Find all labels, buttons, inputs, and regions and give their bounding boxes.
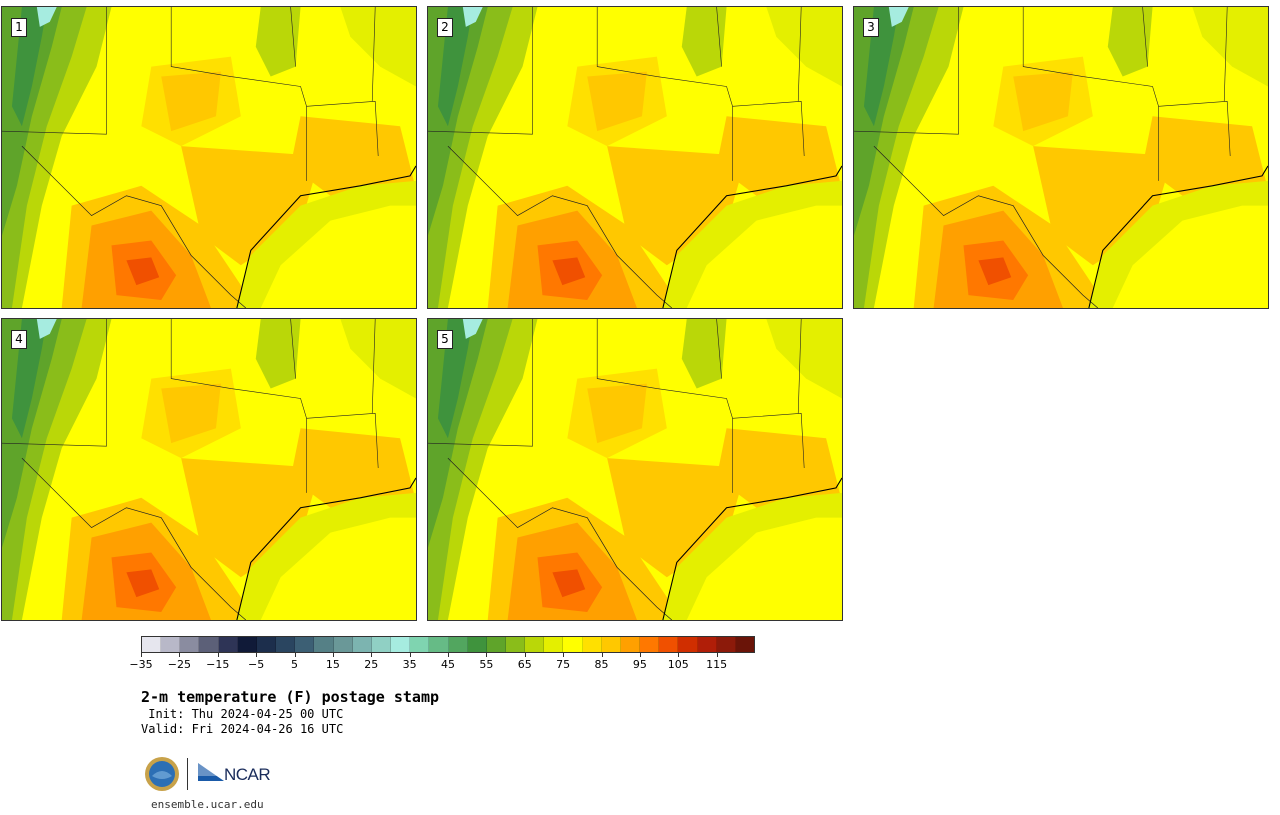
colorbar-tick [179, 653, 181, 657]
colorbar-segment [716, 637, 736, 652]
colorbar-tick-label: −35 [129, 658, 153, 671]
colorbar-tick [486, 653, 488, 657]
member-5-map: 5 [427, 318, 843, 621]
member-3-map: 3 [853, 6, 1269, 309]
colorbar-segment [237, 637, 257, 652]
colorbar-segment [505, 637, 526, 652]
colorbar-segment [563, 637, 583, 652]
colorbar-segment [276, 637, 296, 652]
temperature-colorbar [141, 636, 755, 653]
temperature-field [428, 7, 842, 308]
colorbar-tick [639, 653, 641, 657]
colorbar-tick [141, 653, 142, 657]
colorbar-tick-label: 115 [706, 658, 728, 671]
colorbar-segment [601, 637, 621, 652]
colorbar-tick [409, 653, 411, 657]
colorbar-tick [294, 653, 296, 657]
colorbar-ticks: −35 −25 −15 −5 5 15 25 35 45 55 65 75 85 95 105 115 [129, 653, 755, 673]
colorbar-segment [333, 637, 353, 652]
member-label: 5 [437, 330, 453, 349]
init-time: Init: Thu 2024-04-25 00 UTC [141, 707, 344, 721]
temperature-field [2, 319, 416, 620]
member-label: 2 [437, 18, 453, 37]
colorbar-tick [448, 653, 449, 657]
member-label: 4 [11, 330, 27, 349]
colorbar-segment [199, 637, 219, 652]
colorbar-tick-label: 15 [325, 658, 340, 671]
colorbar-segment [467, 637, 487, 652]
member-1-map: 1 [1, 6, 417, 309]
colorbar-segment [582, 637, 602, 652]
colorbar-segment [161, 637, 181, 652]
colorbar-segment [486, 637, 506, 652]
temperature-field [428, 319, 842, 620]
colorbar-segment [410, 637, 430, 652]
temperature-field [854, 7, 1268, 308]
colorbar-tick-label: 25 [364, 658, 379, 671]
colorbar-tick [601, 653, 603, 657]
colorbar-segment [620, 637, 641, 652]
colorbar-segment [525, 637, 545, 652]
colorbar-segment [314, 637, 334, 652]
site-url[interactable]: ensemble.ucar.edu [151, 798, 264, 811]
ncar-logo-mark [198, 763, 224, 781]
colorbar-tick-label: 75 [556, 658, 571, 671]
colorbar-segment [678, 637, 698, 652]
colorbar-tick-label: 105 [667, 658, 689, 671]
colorbar-tick-label: −25 [167, 658, 191, 671]
colorbar-tick [332, 653, 334, 657]
colorbar-tick-label: −15 [206, 658, 230, 671]
colorbar-segment [448, 637, 468, 652]
temperature-field [2, 7, 416, 308]
colorbar-segment [544, 637, 564, 652]
colorbar-tick [563, 653, 565, 657]
colorbar-segment [256, 637, 277, 652]
colorbar-tick [678, 653, 680, 657]
colorbar-segment [429, 637, 449, 652]
member-2-map: 2 [427, 6, 843, 309]
colorbar-segment [659, 637, 679, 652]
ncar-wordmark: NCAR [224, 765, 271, 784]
colorbar-tick-label: 45 [441, 658, 455, 671]
colorbar-segment [371, 637, 392, 652]
colorbar-segment [142, 637, 162, 652]
member-label: 3 [863, 18, 879, 37]
valid-time: Valid: Fri 2024-04-26 16 UTC [141, 722, 344, 736]
colorbar-tick [716, 653, 718, 657]
sponsor-logos: NCAR [144, 756, 284, 792]
colorbar-tick [371, 653, 373, 657]
colorbar-tick [256, 653, 258, 657]
colorbar-segment [180, 637, 200, 652]
figure-title: 2-m temperature (F) postage stamp [141, 688, 440, 706]
nsf-logo [145, 757, 179, 791]
colorbar-segment [391, 637, 411, 652]
colorbar-segment [352, 637, 372, 652]
colorbar-tick-label: 85 [594, 658, 609, 671]
colorbar-tick-label: −5 [248, 658, 265, 671]
logo-divider [187, 758, 188, 790]
colorbar-tick-label: 55 [479, 658, 494, 671]
colorbar-segment [735, 637, 754, 652]
colorbar-tick [524, 653, 526, 657]
colorbar-segment [640, 637, 660, 652]
colorbar-tick-label: 65 [517, 658, 532, 671]
member-label: 1 [11, 18, 27, 37]
colorbar-tick-label: 5 [291, 658, 298, 671]
colorbar-tick-label: 35 [402, 658, 417, 671]
member-4-map: 4 [1, 318, 417, 621]
colorbar-tick-label: 95 [632, 658, 647, 671]
colorbar-segment [697, 637, 717, 652]
colorbar-segment [218, 637, 238, 652]
colorbar-segment [295, 637, 315, 652]
colorbar-tick [217, 653, 219, 657]
